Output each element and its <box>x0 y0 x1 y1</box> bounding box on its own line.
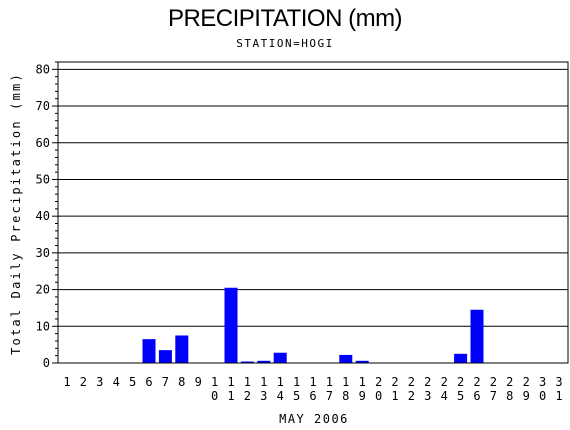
chart-title: PRECIPITATION (mm) <box>167 5 403 32</box>
y-tick-label: 80 <box>36 62 50 76</box>
grid-lines <box>58 68 568 327</box>
x-tick-label: 3 <box>96 375 103 389</box>
x-tick-label: 7 <box>162 375 169 389</box>
y-tick-label: 0 <box>43 356 50 370</box>
y-tick-label: 60 <box>36 136 50 150</box>
y-axis-label: Total Daily Precipitation (mm) <box>9 72 23 355</box>
x-axis-label: MAY 2006 <box>279 412 349 426</box>
y-tick-label: 20 <box>36 283 50 297</box>
x-tick-label: 4 <box>113 375 120 389</box>
x-tick-label: 5 <box>129 375 136 389</box>
bar <box>240 361 254 363</box>
bar <box>273 352 287 363</box>
bar <box>257 360 271 363</box>
bar <box>470 309 484 363</box>
bar <box>355 360 369 363</box>
x-tick-label: 9 <box>195 375 202 389</box>
chart-subtitle: STATION=HOGI <box>236 37 334 50</box>
x-tick-label: 2 <box>80 375 87 389</box>
y-tick-label: 70 <box>36 99 50 113</box>
plot-frame <box>57 61 569 364</box>
x-axis: 1 2 3 4 5 6 7 8 9 1 01 11 21 31 41 51 61 71 81 92 02 12 22 32 42… <box>63 375 562 403</box>
x-tick-label: 6 <box>145 375 152 389</box>
y-tick-label: 40 <box>36 209 50 223</box>
bar <box>142 339 156 363</box>
y-tick-label: 30 <box>36 246 50 260</box>
y-tick-label: 10 <box>36 319 50 333</box>
bar <box>175 335 189 363</box>
bar <box>158 350 172 363</box>
bars <box>142 287 484 363</box>
bar <box>339 354 353 363</box>
bar <box>454 353 468 363</box>
y-tick-label: 50 <box>36 172 50 186</box>
bar <box>224 287 238 363</box>
x-tick-label: 8 <box>178 375 185 389</box>
y-axis: 0 10 20 30 40 50 60 70 80 <box>36 61 58 370</box>
x-tick-label: 1 <box>63 375 70 389</box>
